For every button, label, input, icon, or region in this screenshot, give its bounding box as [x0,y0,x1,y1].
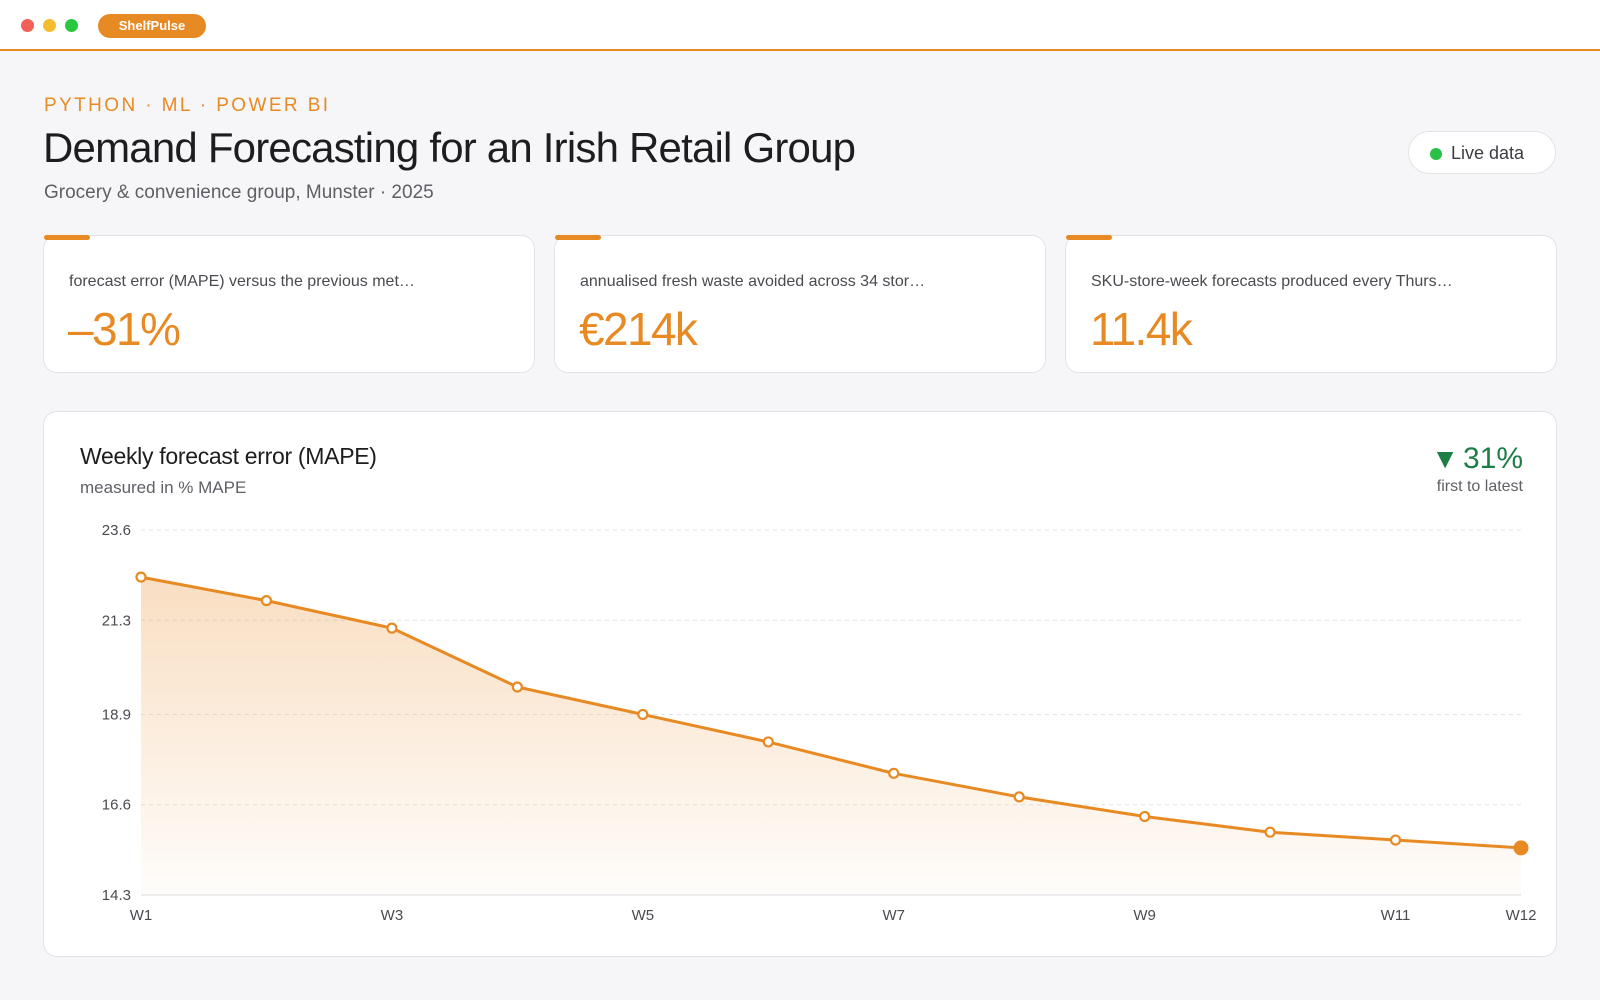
live-data-badge[interactable]: Live data [1408,131,1556,174]
data-point [1139,810,1151,823]
chart-subtitle: measured in % MAPE [80,478,247,497]
data-point [762,736,774,748]
live-status-dot-icon [1430,148,1442,160]
x-tick-label: W5 [632,907,655,924]
kpi-label: forecast error (MAPE) versus the previou… [69,273,415,290]
kpi-card-waste-avoided: annualised fresh waste avoided across 34… [554,235,1046,373]
data-point [888,767,900,779]
live-data-label: Live data [1451,143,1525,163]
minimize-window-button[interactable] [43,19,56,32]
window-titlebar: ShelfPulse [0,0,1600,51]
triangle-down-icon: ▼ [1431,443,1459,474]
delta-value: 31% [1462,442,1523,475]
x-tick-label: W9 [1133,907,1156,924]
y-tick-label: 18.9 [102,706,131,723]
kpi-card-forecasts-produced: SKU-store-week forecasts produced every … [1065,235,1557,373]
x-tick-label: W12 [1506,907,1537,924]
page-title: Demand Forecasting for an Irish Retail G… [43,124,856,171]
series-line [139,575,1523,850]
kpi-value: 11.4k [1090,303,1193,355]
series-area-fill [141,577,1521,895]
data-point [1389,834,1402,846]
app-name-badge: ShelfPulse [98,14,206,38]
data-point [511,681,523,693]
close-window-button[interactable] [21,19,34,32]
delta-indicator: ▼ 31% first to latest [1431,442,1523,496]
kpi-accent-bar [44,235,90,240]
kpi-value: –31% [68,303,181,355]
chart-card: 23.6 21.3 18.9 16.6 14.3 W1 W3 W5 W7 W9 W11 W12 Wee… [43,411,1557,957]
y-tick-label: 21.3 [102,612,131,629]
maximize-window-button[interactable] [65,19,78,32]
x-tick-label: W3 [381,907,404,924]
page-subtitle: Grocery & convenience group, Munster · 2… [44,182,434,203]
data-point [260,595,273,607]
data-point [1264,826,1276,838]
mape-line-chart: 23.6 21.3 18.9 16.6 14.3 W1 W3 W5 W7 W9 W11 W12 [102,522,1537,924]
kpi-accent-bar [1066,235,1112,240]
data-point [637,708,649,721]
chart-title: Weekly forecast error (MAPE) [80,443,377,469]
data-point [1013,791,1025,803]
data-point [135,571,147,583]
kpi-card-forecast-error: forecast error (MAPE) versus the previou… [43,235,535,373]
x-tick-label: W1 [130,907,153,924]
y-tick-label: 16.6 [102,797,131,814]
kpi-value: €214k [579,303,698,355]
kpi-label: SKU-store-week forecasts produced every … [1091,273,1453,290]
y-tick-label: 23.6 [102,522,131,539]
x-tick-label: W7 [882,907,905,924]
delta-note: first to latest [1436,478,1523,495]
kpi-label: annualised fresh waste avoided across 34… [580,273,926,290]
latest-data-point [1513,840,1529,856]
y-tick-label: 14.3 [102,887,131,904]
x-tick-label: W11 [1381,907,1411,924]
tech-stack-eyebrow: PYTHON · ML · POWER BI [44,95,331,116]
kpi-accent-bar [555,235,601,240]
data-point [386,622,398,634]
